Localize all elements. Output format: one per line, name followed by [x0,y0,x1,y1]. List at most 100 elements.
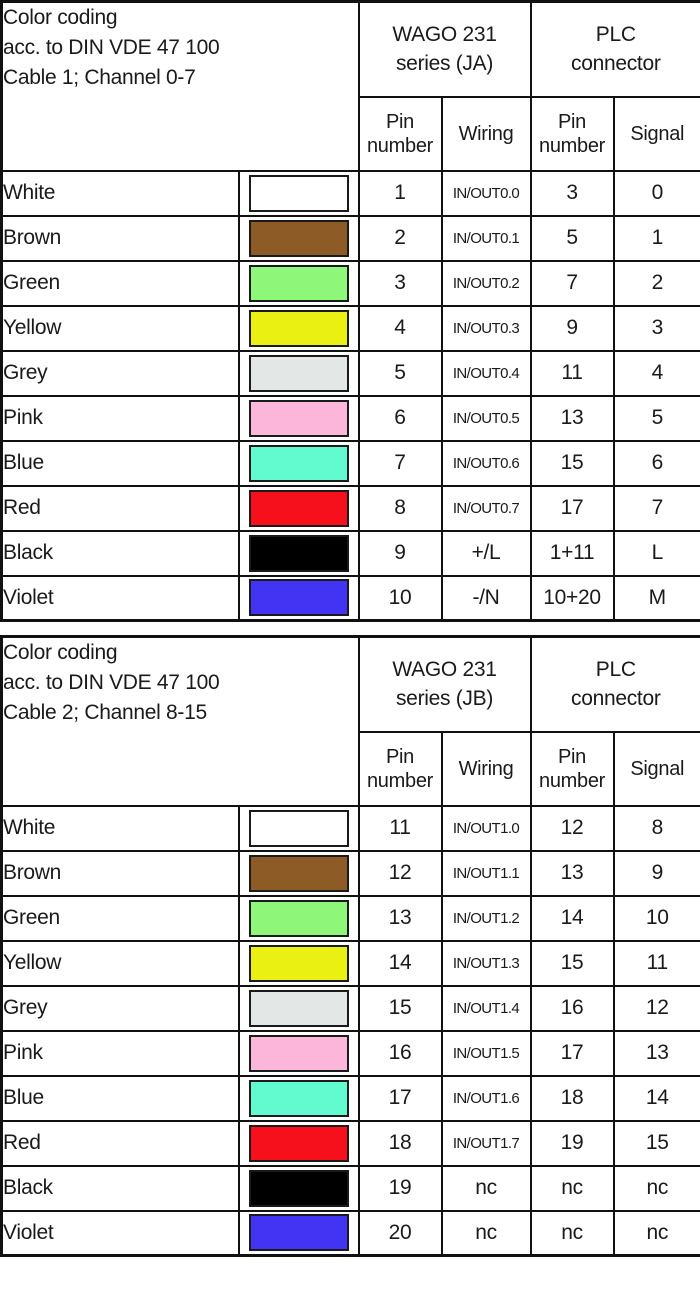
plc-header-line: PLC [595,658,636,682]
signal-cell: 12 [612,984,700,1032]
wiring-cell: IN/OUT1.0 [440,804,532,852]
plc-pin-cell: 9 [529,304,615,352]
signal-header: Signal [612,730,700,807]
color-swatch [248,354,349,392]
header-row-groups: Color coding acc. to DIN VDE 47 100 Cabl… [0,635,700,807]
color-name-cell: Red [0,484,240,532]
table-row: Violet 20 nc nc nc [0,1209,700,1257]
wiring-cell: IN/OUT1.1 [440,849,532,897]
wiring-cell: IN/OUT0.7 [440,484,532,532]
color-swatch-cell [237,484,360,532]
color-name-cell: Blue [0,1074,240,1122]
color-name-cell: Green [0,259,240,307]
color-swatch [248,854,349,892]
color-swatch-cell [237,259,360,307]
signal-cell: 1 [612,214,700,262]
color-swatch-cell [237,894,360,942]
color-swatch [248,1169,349,1207]
wago-pin-cell: 8 [357,484,443,532]
wago-header-line: series (JA) [395,52,494,76]
wago-pin-cell: 6 [357,394,443,442]
table-body: White 11 IN/OUT1.0 12 8 Brown 12 IN/OUT1.1 13 9 Gr… [0,804,700,1257]
color-name-cell: Yellow [0,304,240,352]
table-header: Color coding acc. to DIN VDE 47 100 Cabl… [0,635,700,807]
color-swatch [248,489,349,527]
table-body: White 1 IN/OUT0.0 3 0 Brown 2 IN/OUT0.1 5 1 Green 3… [0,169,700,622]
title-line: Cable 2; Channel 8-15 [3,701,208,724]
color-name-cell: Violet [0,574,240,622]
cable1-color-coding-table: Color coding acc. to DIN VDE 47 100 Cabl… [0,0,700,622]
table-row: Pink 6 IN/OUT0.5 13 5 [0,394,700,442]
color-name-cell: Pink [0,394,240,442]
wago-header-line: series (JB) [395,687,494,711]
color-name-cell: White [0,169,240,217]
title-line: acc. to DIN VDE 47 100 [3,671,220,694]
signal-cell: 13 [612,1029,700,1077]
wiring-cell: nc [440,1209,532,1257]
color-swatch-cell [237,439,360,487]
wago-group-header: WAGO 231 series (JB) [357,635,532,733]
color-name-cell: Yellow [0,939,240,987]
color-name-cell: Pink [0,1029,240,1077]
color-swatch [248,1214,349,1252]
plc-header-line: connector [571,687,661,711]
wago-pin-number-header: Pin number [357,730,443,807]
wiring-cell: IN/OUT0.4 [440,349,532,397]
color-swatch [248,444,349,482]
wago-pin-cell: 19 [357,1164,443,1212]
color-swatch [248,219,349,257]
color-name-cell: Grey [0,349,240,397]
wiring-cell: IN/OUT1.3 [440,939,532,987]
table-title-cell: Color coding acc. to DIN VDE 47 100 Cabl… [0,0,360,172]
signal-cell: 7 [612,484,700,532]
color-name-cell: White [0,804,240,852]
signal-header: Signal [612,95,700,172]
wago-pin-cell: 10 [357,574,443,622]
title-line: Color coding [3,6,118,29]
color-name-cell: Grey [0,984,240,1032]
color-name-cell: Brown [0,849,240,897]
color-swatch-cell [237,1074,360,1122]
color-swatch-cell [237,214,360,262]
table-row: Yellow 4 IN/OUT0.3 9 3 [0,304,700,352]
table-row: Green 13 IN/OUT1.2 14 10 [0,894,700,942]
wiring-cell: IN/OUT0.6 [440,439,532,487]
table-row: Violet 10 -/N 10+20 M [0,574,700,622]
wiring-cell: IN/OUT0.5 [440,394,532,442]
plc-pin-cell: 11 [529,349,615,397]
signal-cell: nc [612,1164,700,1212]
wago-pin-cell: 7 [357,439,443,487]
table-row: Grey 5 IN/OUT0.4 11 4 [0,349,700,397]
wiring-cell: +/L [440,529,532,577]
cable2-color-coding-table: Color coding acc. to DIN VDE 47 100 Cabl… [0,635,700,1257]
table-row: Black 19 nc nc nc [0,1164,700,1212]
color-swatch-cell [237,1029,360,1077]
plc-pin-cell: 17 [529,1029,615,1077]
wago-pin-cell: 15 [357,984,443,1032]
title-line: Color coding [3,641,118,664]
wiring-header: Wiring [440,730,532,807]
plc-pin-cell: 16 [529,984,615,1032]
wago-pin-cell: 20 [357,1209,443,1257]
signal-cell: 6 [612,439,700,487]
plc-pin-cell: 7 [529,259,615,307]
plc-pin-cell: 19 [529,1119,615,1167]
wiring-header: Wiring [440,95,532,172]
color-swatch-cell [237,394,360,442]
table-row: Black 9 +/L 1+11 L [0,529,700,577]
color-swatch-cell [237,304,360,352]
color-swatch-cell [237,574,360,622]
plc-pin-number-header: Pin number [529,95,615,172]
table-row: Blue 17 IN/OUT1.6 18 14 [0,1074,700,1122]
color-name-cell: Black [0,529,240,577]
wago-group-header: WAGO 231 series (JA) [357,0,532,98]
color-swatch [248,579,349,617]
color-swatch [248,174,349,212]
color-swatch [248,1079,349,1117]
color-swatch-cell [237,349,360,397]
color-swatch-cell [237,1209,360,1257]
header-row-groups: Color coding acc. to DIN VDE 47 100 Cabl… [0,0,700,172]
color-swatch-cell [237,1119,360,1167]
wiring-cell: IN/OUT1.7 [440,1119,532,1167]
